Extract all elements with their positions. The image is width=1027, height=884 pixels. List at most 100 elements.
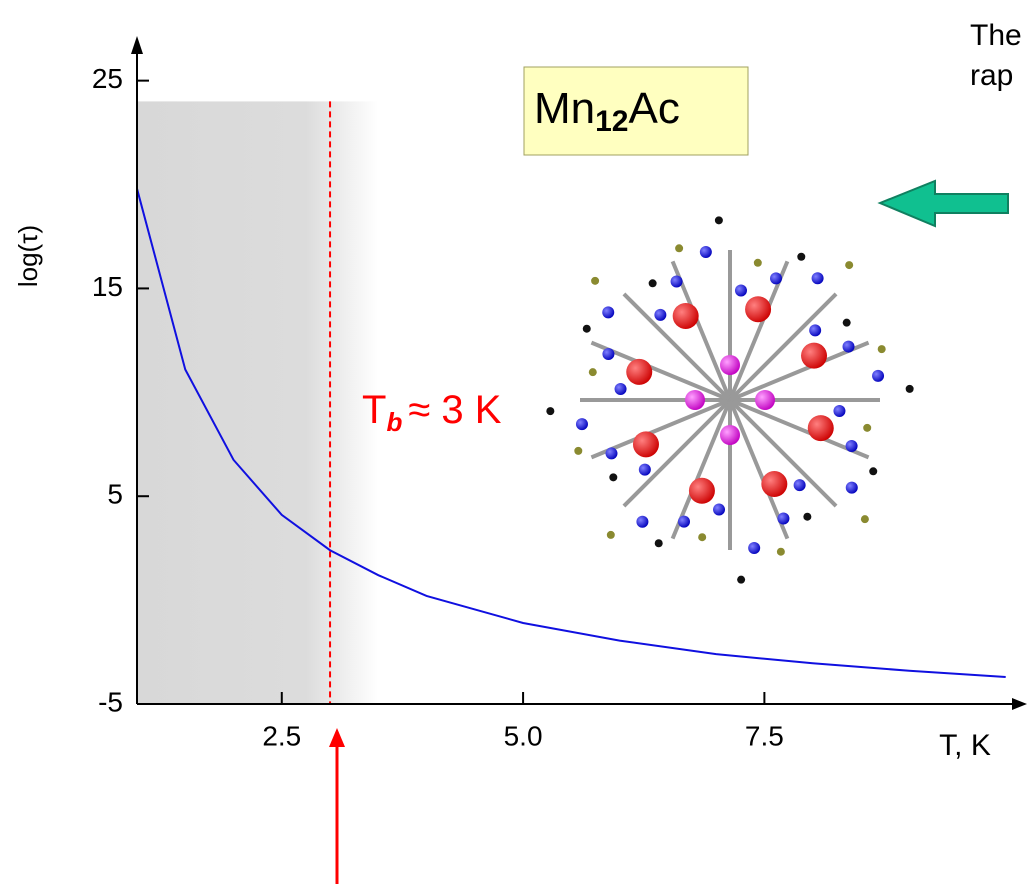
atom xyxy=(770,272,783,285)
bond xyxy=(590,398,731,460)
bond xyxy=(728,260,790,401)
bond xyxy=(728,399,790,540)
atom xyxy=(807,415,834,442)
bond xyxy=(670,399,732,540)
atom xyxy=(863,423,872,432)
atom xyxy=(860,515,869,524)
atom xyxy=(632,431,659,458)
atom xyxy=(734,284,747,297)
atom xyxy=(877,345,886,354)
atom xyxy=(614,383,627,396)
atom xyxy=(654,308,667,321)
atom xyxy=(675,244,684,253)
atom xyxy=(809,324,822,337)
atom xyxy=(688,477,715,504)
y-tick-label: 25 xyxy=(92,63,123,94)
atom xyxy=(748,542,761,555)
label-rest: Ac xyxy=(629,84,680,133)
annotation-sub: b xyxy=(386,407,402,437)
label-box xyxy=(523,66,749,156)
y-tick-label: 5 xyxy=(107,479,123,510)
red-arrow-head xyxy=(329,728,345,747)
atom xyxy=(776,547,785,556)
bond xyxy=(622,292,732,402)
plot-layer xyxy=(136,101,1006,704)
label-box-text: Mn12Ac xyxy=(534,84,680,138)
atom xyxy=(720,425,740,445)
atom xyxy=(698,533,707,542)
atom xyxy=(575,418,588,431)
atom xyxy=(872,369,885,382)
bond xyxy=(729,398,870,460)
y-tick-label: -5 xyxy=(98,686,123,717)
molecule xyxy=(546,216,914,584)
atom xyxy=(801,342,828,369)
label-main: Mn xyxy=(534,84,595,133)
atom xyxy=(811,272,824,285)
atom xyxy=(777,512,790,525)
atom xyxy=(638,463,651,476)
atom xyxy=(699,245,712,258)
atom xyxy=(803,512,812,521)
x-tick-label: 7.5 xyxy=(745,720,784,751)
side-text: rap xyxy=(970,59,1013,92)
atom xyxy=(845,481,858,494)
x-axis-arrow xyxy=(1012,698,1027,710)
atom xyxy=(606,530,615,539)
bond xyxy=(728,292,838,402)
atom xyxy=(654,539,663,548)
green-arrow xyxy=(877,179,1009,228)
atom xyxy=(714,216,723,225)
atom xyxy=(582,324,591,333)
bond xyxy=(590,340,731,402)
bond xyxy=(729,340,870,402)
atom xyxy=(845,440,858,453)
atom xyxy=(648,279,657,288)
atom xyxy=(609,473,618,482)
atom xyxy=(833,404,846,417)
atom xyxy=(905,384,914,393)
atom xyxy=(761,471,788,498)
annotation-rest: ≈ 3 K xyxy=(408,388,501,432)
side-text: The xyxy=(970,19,1022,52)
shaded-region xyxy=(137,101,379,705)
atom xyxy=(602,347,615,360)
x-tick-label: 5.0 xyxy=(504,720,543,751)
atom xyxy=(745,296,772,323)
bond xyxy=(728,398,838,508)
atom xyxy=(626,358,653,385)
atom xyxy=(546,407,555,416)
atom xyxy=(755,390,775,410)
label-sub: 12 xyxy=(595,105,628,138)
atom xyxy=(670,275,683,288)
series-line xyxy=(136,188,1006,678)
y-axis-label: log(τ) xyxy=(13,225,43,287)
y-axis-arrow xyxy=(131,36,143,54)
atom xyxy=(845,261,854,270)
atom xyxy=(685,390,705,410)
bond xyxy=(622,398,732,508)
atom xyxy=(842,318,851,327)
atom xyxy=(602,306,615,319)
atom xyxy=(574,446,583,455)
annotation: Tb ≈ 3 K xyxy=(362,388,502,437)
x-axis-label: T, K xyxy=(939,729,991,762)
atom xyxy=(869,467,878,476)
y-tick-label: 15 xyxy=(92,271,123,302)
atom xyxy=(793,479,806,492)
x-tick-label: 2.5 xyxy=(262,720,301,751)
atom xyxy=(636,515,649,528)
atom xyxy=(797,252,806,261)
atom xyxy=(842,340,855,353)
atom xyxy=(720,355,740,375)
atom xyxy=(672,302,699,329)
bond xyxy=(670,260,732,401)
atom xyxy=(737,575,746,584)
atom xyxy=(588,368,597,377)
atom xyxy=(753,258,762,267)
shade-layer xyxy=(137,101,379,705)
annotation-main: T xyxy=(362,388,386,432)
atom xyxy=(605,447,618,460)
